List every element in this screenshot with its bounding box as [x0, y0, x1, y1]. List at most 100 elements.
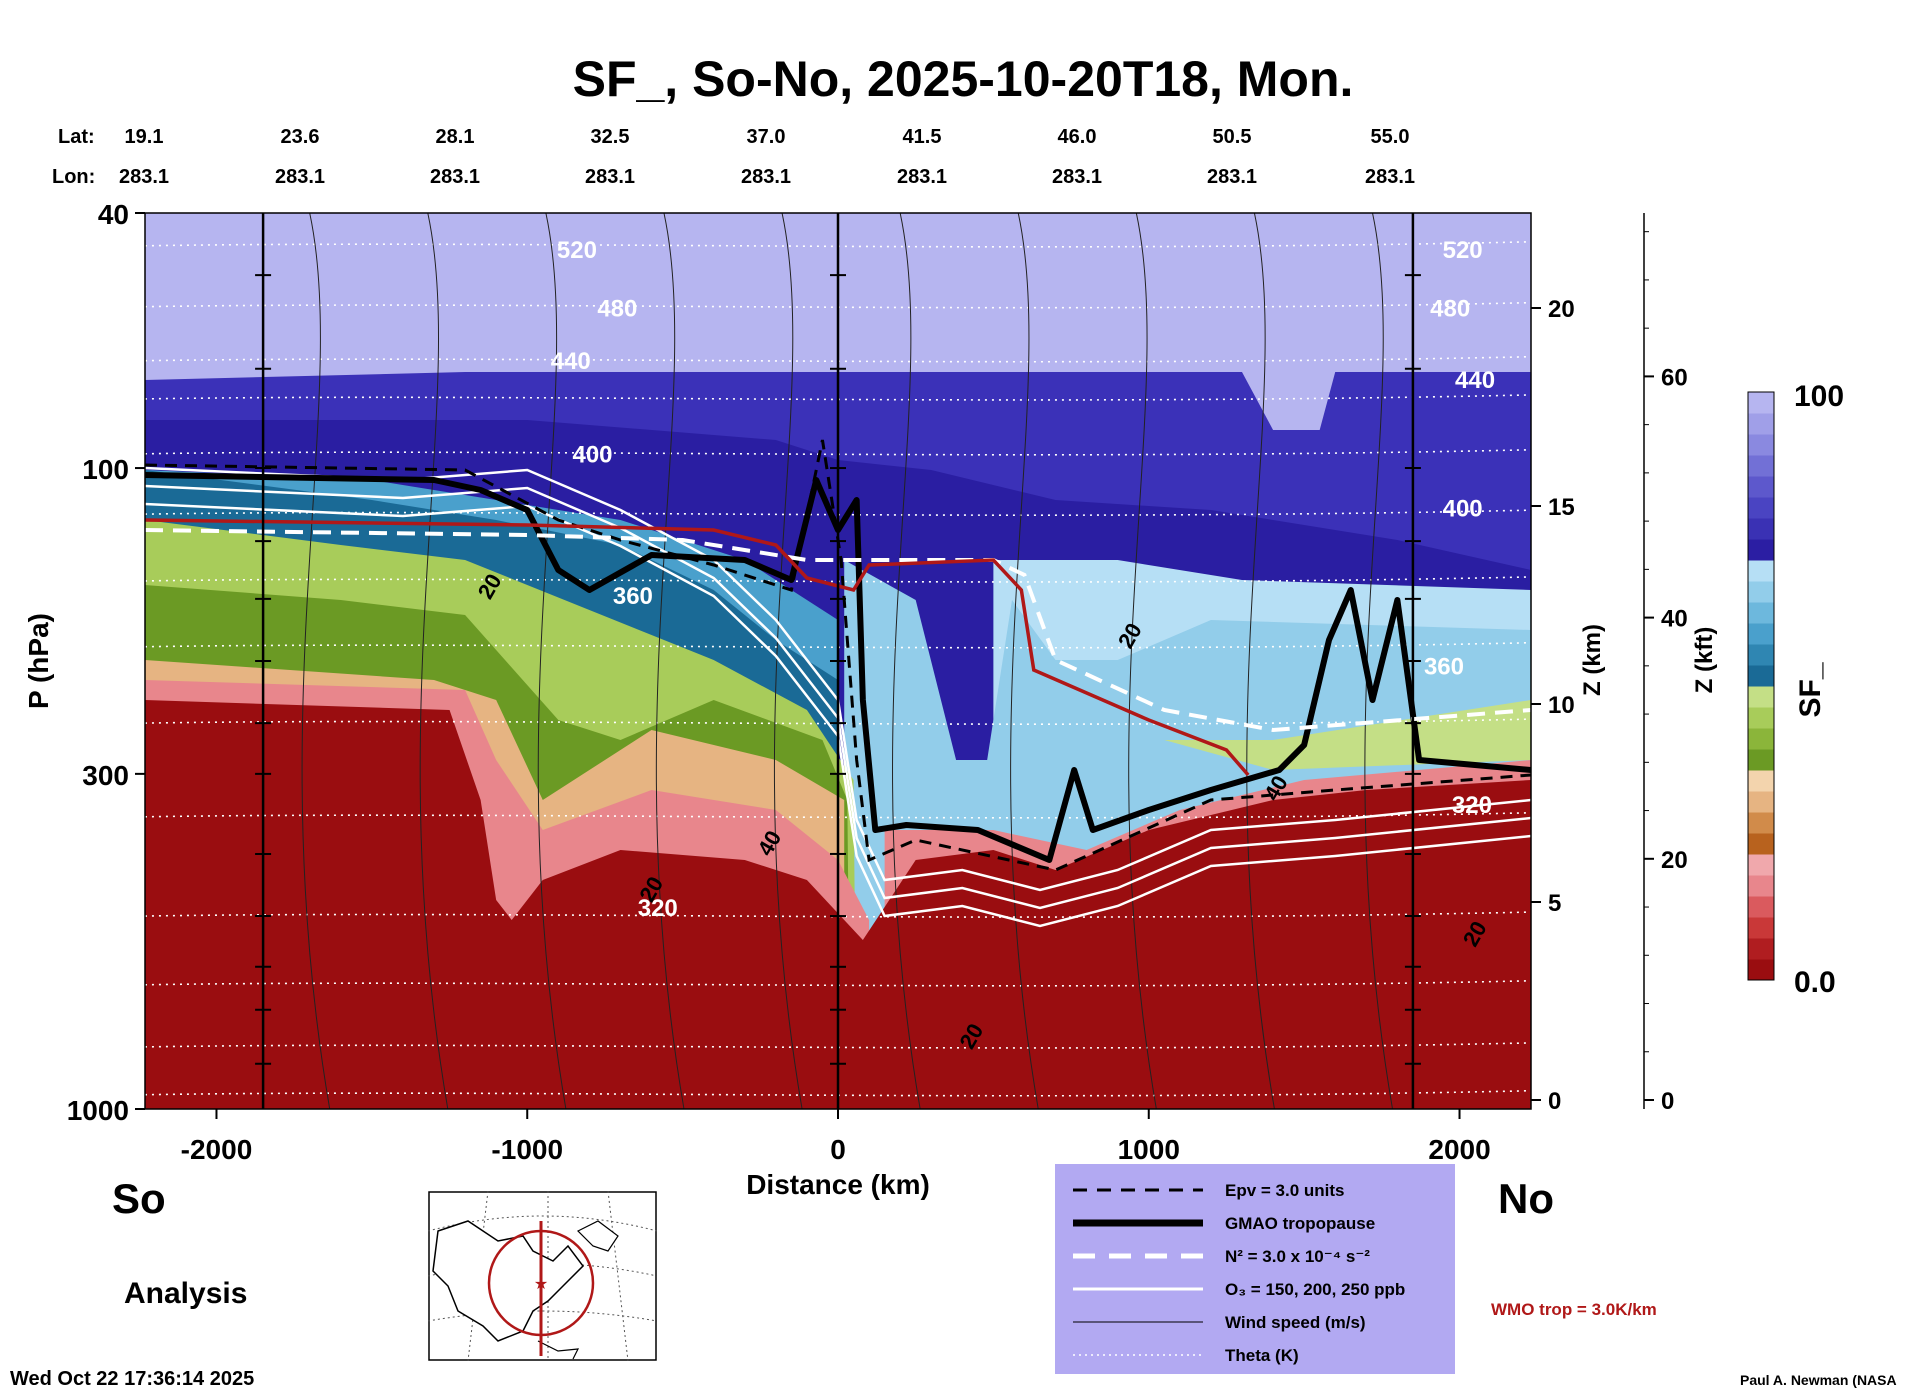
lon-label: Lon: — [52, 166, 96, 188]
zkft-axis-label: Z (kft) — [1691, 627, 1718, 694]
colorbar-swatch — [1748, 623, 1774, 645]
lat-label: Lat: — [58, 126, 95, 148]
x-tick-label: 0 — [830, 1134, 846, 1165]
zkft-tick-label: 60 — [1661, 364, 1688, 391]
lon-value: 283.1 — [118, 166, 170, 188]
colorbar-swatch — [1748, 560, 1774, 582]
theta-label-5: 320 — [638, 895, 678, 922]
theta-label-7: 480 — [1430, 295, 1470, 322]
zkm-tick-label: 5 — [1548, 890, 1561, 917]
theta-label-4: 360 — [613, 583, 653, 610]
y-axis-label: P (hPa) — [23, 613, 54, 709]
colorbar-swatch — [1748, 413, 1774, 435]
lon-value: 283.1 — [274, 166, 326, 188]
analysis-label: Analysis — [124, 1277, 248, 1310]
y-tick-label: 300 — [82, 760, 129, 791]
lat-value: 37.0 — [746, 126, 786, 148]
colorbar-swatch — [1748, 476, 1774, 498]
zkft-tick-label: 0 — [1661, 1088, 1674, 1115]
theta-line-9 — [145, 811, 1531, 819]
colorbar-swatch — [1748, 707, 1774, 729]
theta-line-10 — [145, 911, 1531, 918]
colorbar-swatch — [1748, 896, 1774, 918]
theta-line-11 — [145, 979, 1531, 987]
x-tick-label: 2000 — [1428, 1134, 1490, 1165]
zkm-axis-label: Z (km) — [1579, 624, 1606, 696]
colorbar-swatch — [1748, 833, 1774, 855]
credit: Paul A. Newman (NASA — [1740, 1372, 1897, 1388]
zkm-tick-label: 20 — [1548, 296, 1575, 323]
chart-title: SF_, So-No, 2025-10-20T18, Mon. — [572, 51, 1354, 107]
x-axis-label: Distance (km) — [746, 1169, 930, 1200]
wind-contour-0 — [301, 213, 331, 1109]
wind-contour-2 — [537, 213, 567, 1109]
wind-contour-8 — [1246, 213, 1275, 1109]
theta-label-3: 400 — [572, 441, 612, 468]
lon-value: 283.1 — [584, 166, 636, 188]
zkm-tick-label: 0 — [1548, 1088, 1561, 1115]
colorbar-swatch — [1748, 392, 1774, 414]
colorbar-frame — [1747, 391, 1775, 981]
lat-value: 41.5 — [902, 126, 942, 148]
legend-label-epv: Epv = 3.0 units — [1225, 1181, 1345, 1200]
legend-label-theta: Theta (K) — [1225, 1346, 1299, 1365]
zkft-tick-label: 40 — [1661, 606, 1688, 633]
colorbar-swatch — [1748, 581, 1774, 603]
o3-line-0 — [145, 466, 1531, 892]
inset-map: ★ — [428, 1191, 657, 1361]
theta-line-0 — [145, 240, 1531, 248]
y-tick-label: 1000 — [67, 1095, 129, 1126]
zkm-tick-label: 10 — [1548, 692, 1575, 719]
colorbar-swatch — [1748, 770, 1774, 792]
colorbar-min: 0.0 — [1794, 966, 1836, 999]
theta-line-4 — [145, 448, 1531, 456]
north-label: No — [1498, 1175, 1554, 1222]
theta-line-8 — [145, 718, 1531, 725]
o3-line-1 — [145, 484, 1531, 910]
wind-contour-6 — [1010, 213, 1039, 1109]
theta-line-6 — [145, 576, 1531, 583]
lat-value: 28.1 — [435, 126, 475, 148]
theta-label-9: 400 — [1443, 495, 1483, 522]
legend-item-wind: Wind speed (m/s) — [1055, 1308, 1455, 1338]
theta-label-2: 440 — [551, 348, 591, 375]
y-tick-label: 100 — [82, 454, 129, 485]
wind-contour-7 — [1128, 213, 1157, 1109]
theta-line-13 — [145, 1089, 1531, 1097]
theta-line-1 — [145, 301, 1531, 309]
timestamp: Wed Oct 22 17:36:14 2025 — [10, 1368, 255, 1390]
theta-label-8: 440 — [1455, 367, 1495, 394]
wind-contour-5 — [892, 213, 921, 1109]
wmo-trop-line — [145, 518, 1250, 777]
legend-item-n2: N² = 3.0 x 10⁻⁴ s⁻² — [1055, 1242, 1455, 1272]
legend-label-n2: N² = 3.0 x 10⁻⁴ s⁻² — [1225, 1247, 1370, 1266]
x-tick-label: -2000 — [181, 1134, 253, 1165]
colorbar-swatch — [1748, 518, 1774, 540]
colorbar-swatch — [1748, 434, 1774, 456]
colorbar-swatch — [1748, 455, 1774, 477]
colorbar-swatch — [1748, 539, 1774, 561]
colorbar-swatch — [1748, 791, 1774, 813]
theta-label-10: 360 — [1424, 654, 1464, 681]
lon-value: 283.1 — [740, 166, 792, 188]
colorbar-swatch — [1748, 686, 1774, 708]
colorbar-swatch — [1748, 644, 1774, 666]
lat-value: 46.0 — [1057, 126, 1097, 148]
colorbar-swatch — [1748, 938, 1774, 960]
wind-contour-3 — [655, 213, 685, 1109]
x-tick-label: -1000 — [491, 1134, 563, 1165]
sf-band-13 — [145, 700, 1531, 1109]
legend-item-theta: Theta (K) — [1055, 1341, 1455, 1371]
legend-label-o3: O₃ = 150, 200, 250 ppb — [1225, 1280, 1406, 1299]
zkft-tick-label: 20 — [1661, 847, 1688, 874]
legend-label-gmao: GMAO tropopause — [1225, 1214, 1376, 1233]
theta-line-3 — [145, 394, 1531, 401]
legend-label-wind: Wind speed (m/s) — [1225, 1313, 1366, 1332]
colorbar-swatch — [1748, 812, 1774, 834]
wmo-trop-label: WMO trop = 3.0K/km — [1491, 1300, 1657, 1319]
colorbar-label: SF_ — [1794, 662, 1827, 717]
theta-label-0: 520 — [557, 237, 597, 264]
theta-label-6: 520 — [1443, 237, 1483, 264]
